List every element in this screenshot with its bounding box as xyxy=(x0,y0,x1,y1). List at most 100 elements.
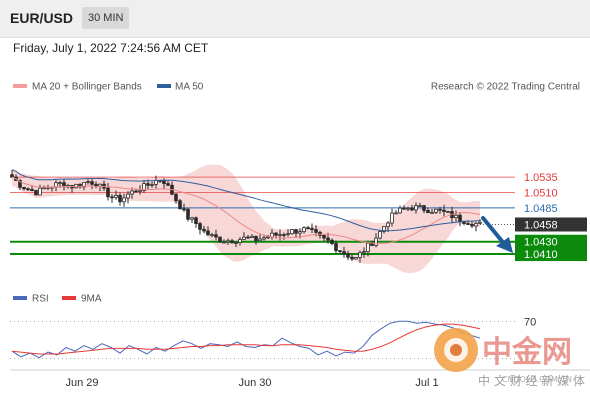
rsi-line xyxy=(11,320,481,359)
candle-body xyxy=(82,181,86,188)
moving-averages xyxy=(11,169,481,244)
candle-body xyxy=(342,251,346,255)
level-label-1.0535: 1.0535 xyxy=(524,172,558,184)
candle-body xyxy=(242,236,246,240)
candle-body xyxy=(378,231,382,239)
candle-body xyxy=(146,183,150,186)
candle-body xyxy=(414,205,418,211)
bollinger-area xyxy=(12,164,480,274)
rsi-legend-label: RSI xyxy=(32,294,49,305)
timeframe-button[interactable]: 30 MIN xyxy=(82,7,130,29)
candle-body xyxy=(22,186,26,190)
top-bar: EUR/USD 30 MIN xyxy=(0,0,590,38)
candle-body xyxy=(198,223,202,230)
candle-body xyxy=(174,193,178,202)
candle-body xyxy=(322,235,326,239)
candle-body xyxy=(254,235,258,242)
candle-body xyxy=(374,237,378,246)
x-tick-jun29: Jun 29 xyxy=(65,377,98,389)
ma50-legend-swatch xyxy=(157,84,171,88)
candle-body xyxy=(42,187,46,190)
candle-body xyxy=(90,181,94,185)
candle-body xyxy=(422,205,426,211)
candle-body xyxy=(454,214,458,219)
candle-body xyxy=(302,227,306,233)
candle-body xyxy=(386,222,390,227)
candle-body xyxy=(426,210,430,214)
rsi-panel: 70 xyxy=(10,316,536,360)
level-lines xyxy=(10,176,515,256)
candle-body xyxy=(122,197,126,203)
research-credit: Research © 2022 Trading Central xyxy=(431,82,580,93)
candle-body xyxy=(314,229,318,233)
candle-body xyxy=(30,189,34,191)
ma20-legend-swatch xyxy=(13,84,27,88)
candle-body xyxy=(222,241,226,244)
ma50-line xyxy=(11,169,481,232)
candle-body xyxy=(262,237,266,240)
candle-body xyxy=(106,187,110,198)
watermark-url: CNGOLD.COM.CN xyxy=(502,375,572,384)
candle-body xyxy=(18,180,22,188)
rsi-ma-legend-label: 9MA xyxy=(81,294,102,305)
rsi-ma-legend-swatch xyxy=(62,296,76,300)
candle-body xyxy=(34,190,38,196)
watermark-tagline: 中 文 财 经 新 媒 体 xyxy=(478,373,585,388)
candle-body xyxy=(466,223,470,225)
ma20-line xyxy=(11,176,481,244)
candle-body xyxy=(398,207,402,214)
rsi-legend-swatch xyxy=(13,296,27,300)
candle-body xyxy=(58,182,62,185)
candle-body xyxy=(418,205,422,207)
candle-body xyxy=(118,194,122,203)
candle-body xyxy=(26,188,30,191)
candle-body xyxy=(154,180,158,185)
candle-body xyxy=(250,235,254,238)
candle-body xyxy=(130,190,134,195)
candle-body xyxy=(138,190,142,193)
candle-body xyxy=(142,183,146,192)
candle-body xyxy=(266,236,270,239)
candle-body xyxy=(126,193,130,199)
candle-body xyxy=(110,196,114,199)
candle-body xyxy=(402,207,406,210)
candle-body xyxy=(10,174,14,178)
candle-body xyxy=(94,183,98,187)
candle-body xyxy=(150,184,154,186)
candle-body xyxy=(274,232,278,236)
candle-body xyxy=(134,190,138,193)
candle-body xyxy=(202,228,206,232)
candle-body xyxy=(162,180,166,184)
candle-body xyxy=(442,209,446,212)
candle-body xyxy=(390,212,394,224)
level-label-1.0410: 1.0410 xyxy=(524,249,558,261)
candle-body xyxy=(306,227,310,230)
level-label-1.0430: 1.0430 xyxy=(524,237,558,249)
level-label-1.0458: 1.0458 xyxy=(524,219,558,231)
candle-body xyxy=(246,236,250,239)
candle-body xyxy=(290,229,294,235)
bollinger-bands xyxy=(12,164,480,274)
candle-body xyxy=(446,211,450,213)
candle-body xyxy=(354,257,358,260)
candle-body xyxy=(458,214,462,222)
candle-body xyxy=(350,256,354,260)
level-tag-1.0458 xyxy=(515,217,587,232)
candle-body xyxy=(366,242,370,253)
candle-body xyxy=(310,228,314,230)
ma20-legend-label: MA 20 + Bollinger Bands xyxy=(32,82,142,93)
rsi-ma-line xyxy=(11,323,481,355)
candle-body xyxy=(410,207,414,211)
chart-datetime: Friday, July 1, 2022 7:24:56 AM CET xyxy=(13,41,209,55)
rsi-level-label-70: 70 xyxy=(524,316,536,328)
candle-body xyxy=(430,211,434,214)
candle-body xyxy=(214,234,218,238)
candle-body xyxy=(206,230,210,236)
candle-body xyxy=(338,250,342,253)
candle-body xyxy=(394,212,398,215)
candle-body xyxy=(234,242,238,244)
candle-body xyxy=(210,234,214,237)
candle-body xyxy=(294,229,298,234)
candle-body xyxy=(178,200,182,210)
